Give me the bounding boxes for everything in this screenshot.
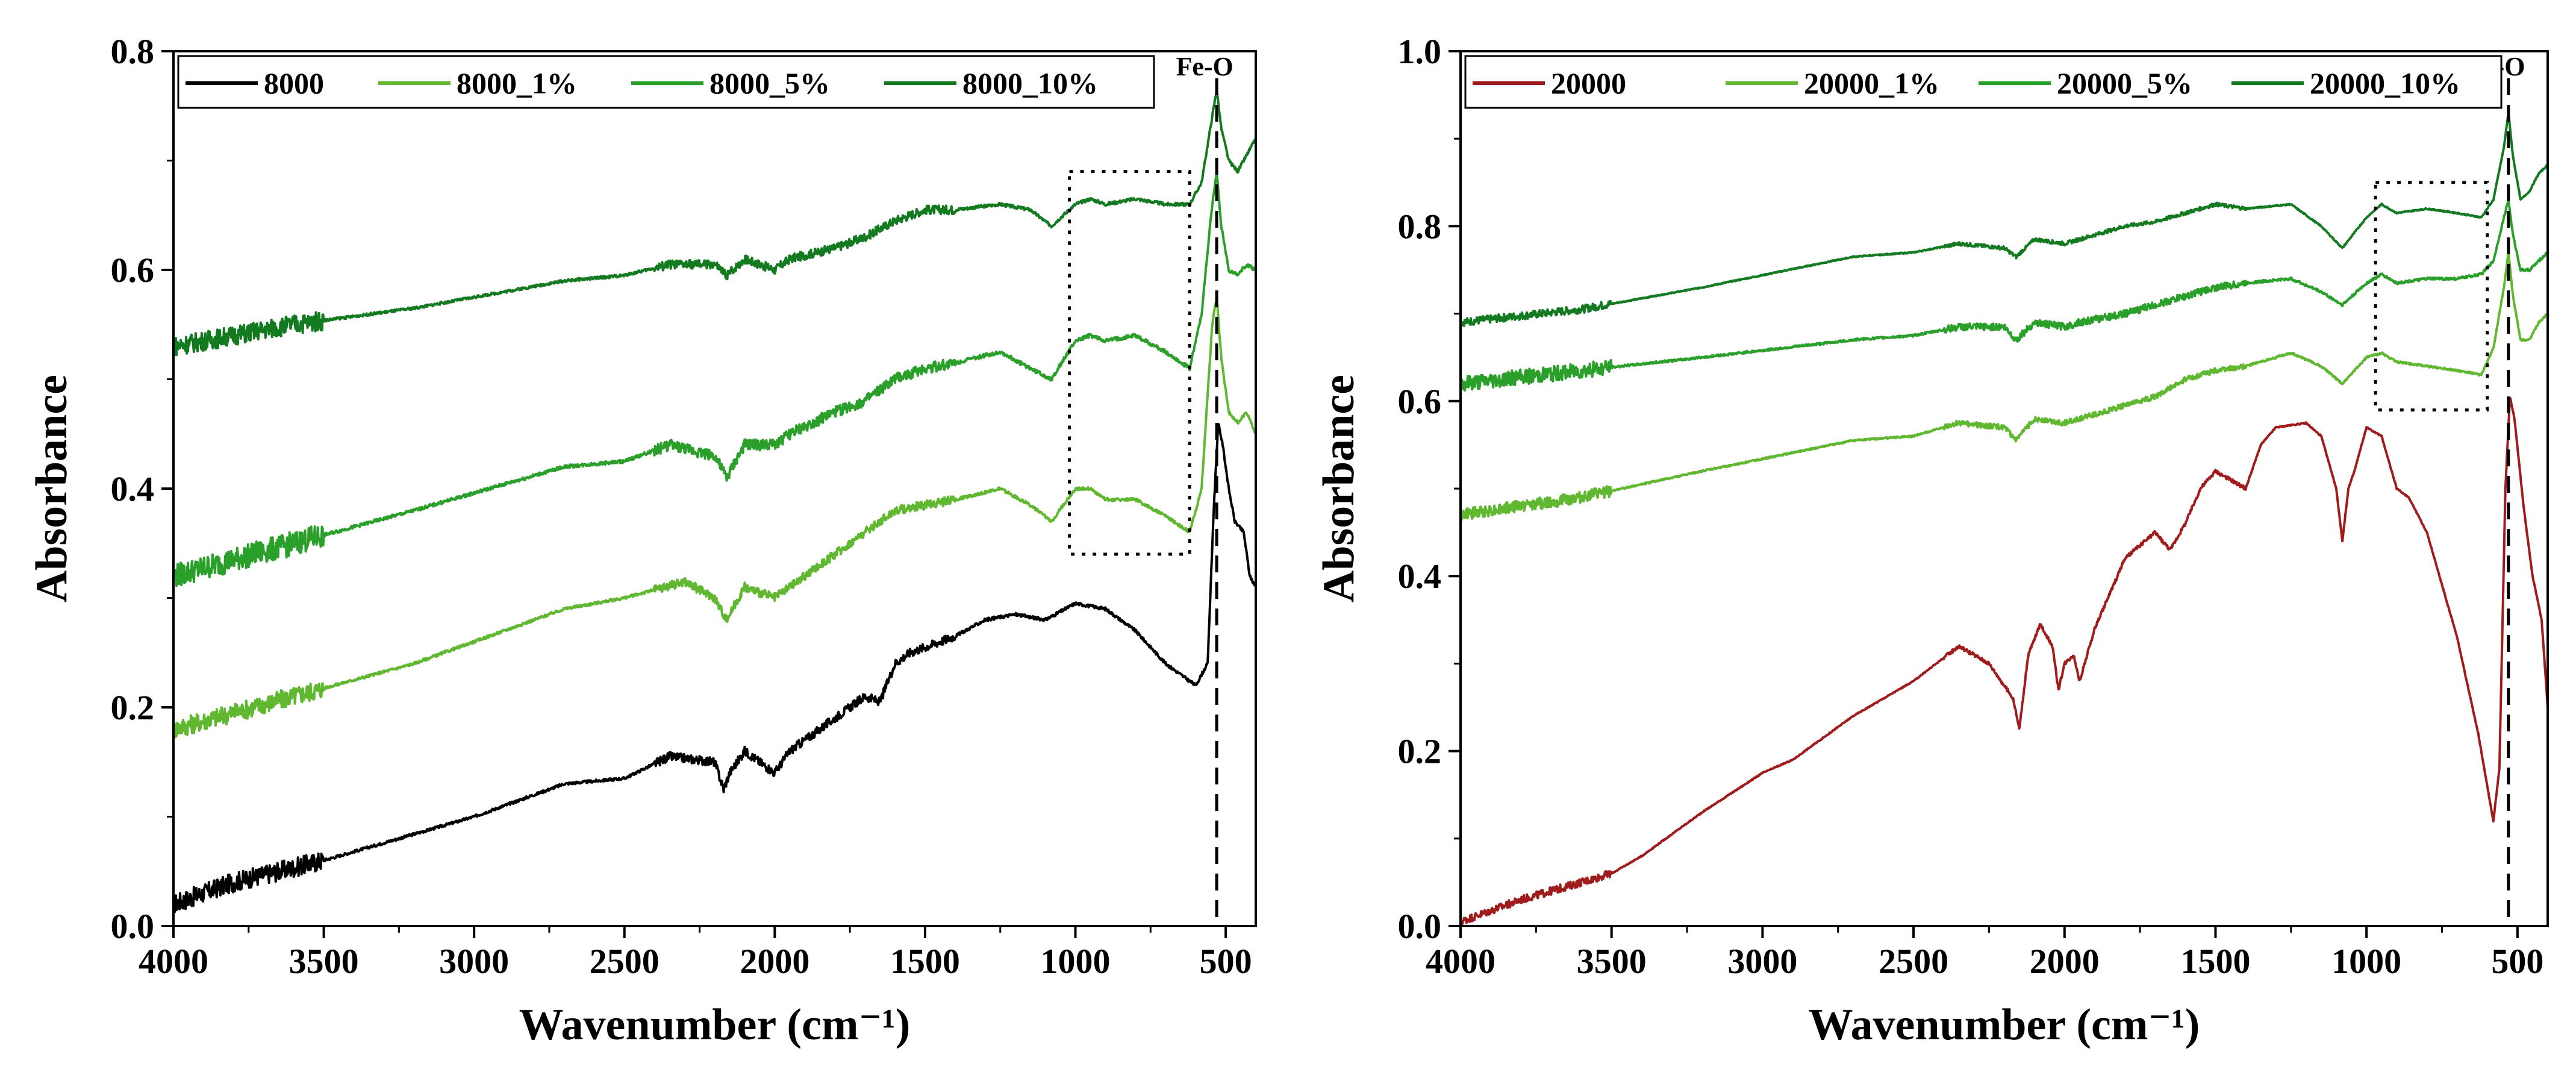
series-line-8000 [172, 422, 1257, 913]
y-tick-label: 1.0 [1398, 32, 1442, 71]
y-tick-label: 0.2 [111, 688, 155, 727]
legend-label: 20000_1% [1804, 66, 1939, 100]
highlight-region-box [2374, 181, 2489, 411]
legend-label: 8000 [264, 66, 324, 100]
y-tick-label: 0.8 [111, 32, 155, 71]
y-tick-label: 0.4 [1398, 557, 1442, 596]
x-tick-label: 3000 [1727, 942, 1797, 981]
x-tick-label: 4000 [139, 942, 208, 981]
y-tick-label: 0.2 [1398, 732, 1442, 771]
y-axis-title: Absorbance [27, 375, 76, 602]
highlight-region-box [1068, 170, 1191, 556]
legend-label: 20000_5% [2057, 66, 2192, 100]
x-tick-label: 1500 [890, 942, 960, 981]
x-tick-label: 3000 [439, 942, 509, 981]
series-line-8000-1pct [172, 296, 1257, 739]
legend: 20000 20000_1% 20000_5% 20000_10% [1464, 55, 2503, 109]
x-tick-label: 1000 [1041, 942, 1111, 981]
x-tick-label: 3500 [1577, 942, 1647, 981]
x-tick-label: 500 [1200, 942, 1252, 981]
x-tick-label: 2000 [740, 942, 809, 981]
legend-label: 8000_5% [709, 66, 830, 100]
y-tick-label: 0.8 [1398, 207, 1442, 246]
x-tick-label: 3500 [289, 942, 359, 981]
x-tick-label: 4000 [1426, 942, 1495, 981]
legend-label: 8000_1% [457, 66, 577, 100]
series-line-8000-10pct [172, 89, 1257, 357]
legend-label: 8000_10% [962, 66, 1098, 100]
y-axis-title: Absorbance [1314, 375, 1364, 602]
legend: 8000 8000_1% 8000_5% 8000_10% [177, 55, 1155, 109]
series-line-20000-1pct [1459, 251, 2548, 521]
y-tick-label: 0.0 [111, 907, 155, 946]
x-axis-title: Wavenumber (cm⁻¹) [1809, 1000, 2200, 1050]
y-tick-label: 0.0 [1398, 907, 1442, 946]
x-tick-label: 2500 [1879, 942, 1948, 981]
chart-left: Fe-O 4000 3500 3000 2500 2000 1500 1000 500 0.0 0.… [27, 32, 1257, 1050]
series-line-20000-5pct [1459, 199, 2549, 392]
series-line-20000 [1459, 396, 2549, 925]
x-tick-label: 1000 [2331, 942, 2401, 981]
x-tick-label: 2500 [590, 942, 660, 981]
y-tick-label: 0.6 [111, 251, 155, 290]
legend-label: 20000 [1551, 66, 1626, 100]
x-tick-label: 2000 [2030, 942, 2100, 981]
x-tick-label: 1500 [2180, 942, 2250, 981]
series-line-8000-5pct [172, 171, 1257, 587]
legend-label: 20000_10% [2310, 66, 2460, 100]
series-line-20000-10pct [1459, 111, 2548, 327]
x-axis-title: Wavenumber (cm⁻¹) [519, 1000, 911, 1050]
y-tick-label: 0.6 [1398, 382, 1442, 421]
x-tick-label: 500 [2491, 942, 2543, 981]
chart-right: Fe-O40003500300025002000150010005000.00.… [1314, 32, 2549, 1050]
fe-o-label: Fe-O [1176, 52, 1233, 81]
y-tick-label: 0.4 [111, 469, 155, 508]
